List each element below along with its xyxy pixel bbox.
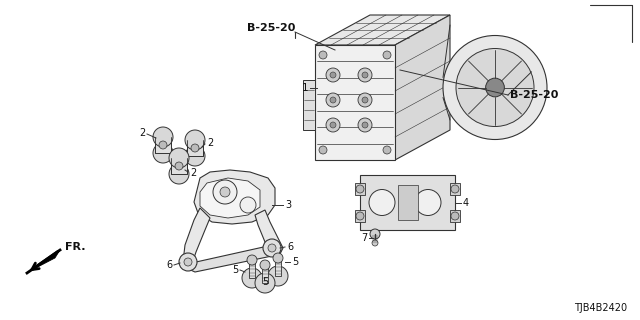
Text: 3: 3 [285, 200, 291, 210]
Polygon shape [360, 175, 455, 230]
Text: 6: 6 [287, 242, 293, 252]
Circle shape [383, 146, 391, 154]
Circle shape [358, 68, 372, 82]
Circle shape [169, 164, 189, 184]
Circle shape [326, 118, 340, 132]
Circle shape [362, 122, 368, 128]
Polygon shape [450, 210, 460, 222]
Circle shape [153, 127, 173, 147]
Polygon shape [315, 15, 450, 45]
Circle shape [263, 239, 281, 257]
Circle shape [362, 97, 368, 103]
Polygon shape [171, 158, 187, 174]
Text: 7: 7 [361, 233, 367, 243]
Circle shape [415, 189, 441, 215]
Circle shape [247, 255, 257, 265]
Circle shape [362, 72, 368, 78]
Circle shape [268, 244, 276, 252]
Polygon shape [183, 244, 280, 272]
Circle shape [330, 97, 336, 103]
Polygon shape [355, 210, 365, 222]
Polygon shape [200, 178, 260, 218]
Circle shape [179, 253, 197, 271]
Circle shape [184, 258, 192, 266]
Circle shape [356, 212, 364, 220]
Circle shape [451, 185, 459, 193]
Circle shape [330, 122, 336, 128]
Circle shape [185, 130, 205, 150]
Text: 6: 6 [166, 260, 172, 270]
Circle shape [319, 51, 327, 59]
Text: 4: 4 [463, 197, 469, 207]
Polygon shape [262, 265, 268, 283]
Polygon shape [315, 45, 395, 160]
Text: TJB4B2420: TJB4B2420 [574, 303, 627, 313]
Circle shape [358, 118, 372, 132]
Circle shape [443, 36, 547, 140]
Circle shape [372, 240, 378, 246]
Polygon shape [275, 258, 281, 276]
Polygon shape [249, 260, 255, 278]
Circle shape [326, 68, 340, 82]
Circle shape [255, 273, 275, 293]
Polygon shape [183, 208, 210, 267]
Text: 2: 2 [190, 168, 196, 178]
Circle shape [358, 93, 372, 107]
Text: 5: 5 [262, 277, 268, 287]
Text: FR.: FR. [65, 242, 86, 252]
Circle shape [369, 189, 395, 215]
Polygon shape [395, 15, 450, 160]
Circle shape [356, 185, 364, 193]
Circle shape [273, 253, 283, 263]
Polygon shape [398, 185, 418, 220]
Circle shape [175, 162, 183, 170]
Text: 1: 1 [301, 83, 308, 93]
Circle shape [319, 146, 327, 154]
Circle shape [451, 212, 459, 220]
Circle shape [330, 72, 336, 78]
Circle shape [242, 268, 262, 288]
Circle shape [159, 141, 167, 149]
Polygon shape [355, 183, 365, 195]
Circle shape [456, 49, 534, 126]
Polygon shape [194, 170, 275, 224]
Circle shape [370, 229, 380, 239]
Text: 2: 2 [207, 138, 213, 148]
Text: B-25-20: B-25-20 [510, 90, 558, 100]
Circle shape [220, 187, 230, 197]
Polygon shape [27, 250, 60, 273]
Polygon shape [303, 80, 315, 130]
Text: B-25-20: B-25-20 [247, 23, 296, 33]
Text: 5: 5 [292, 257, 298, 267]
Text: 2: 2 [139, 128, 145, 138]
Polygon shape [450, 183, 460, 195]
Circle shape [260, 260, 270, 270]
Circle shape [326, 93, 340, 107]
Polygon shape [187, 140, 203, 156]
Circle shape [383, 51, 391, 59]
Circle shape [268, 266, 288, 286]
Circle shape [240, 197, 256, 213]
Polygon shape [255, 210, 283, 254]
Circle shape [191, 144, 199, 152]
Circle shape [169, 148, 189, 168]
Circle shape [213, 180, 237, 204]
Circle shape [153, 143, 173, 163]
Text: 5: 5 [232, 265, 238, 275]
Circle shape [185, 146, 205, 166]
Circle shape [486, 78, 504, 97]
Polygon shape [155, 137, 171, 153]
